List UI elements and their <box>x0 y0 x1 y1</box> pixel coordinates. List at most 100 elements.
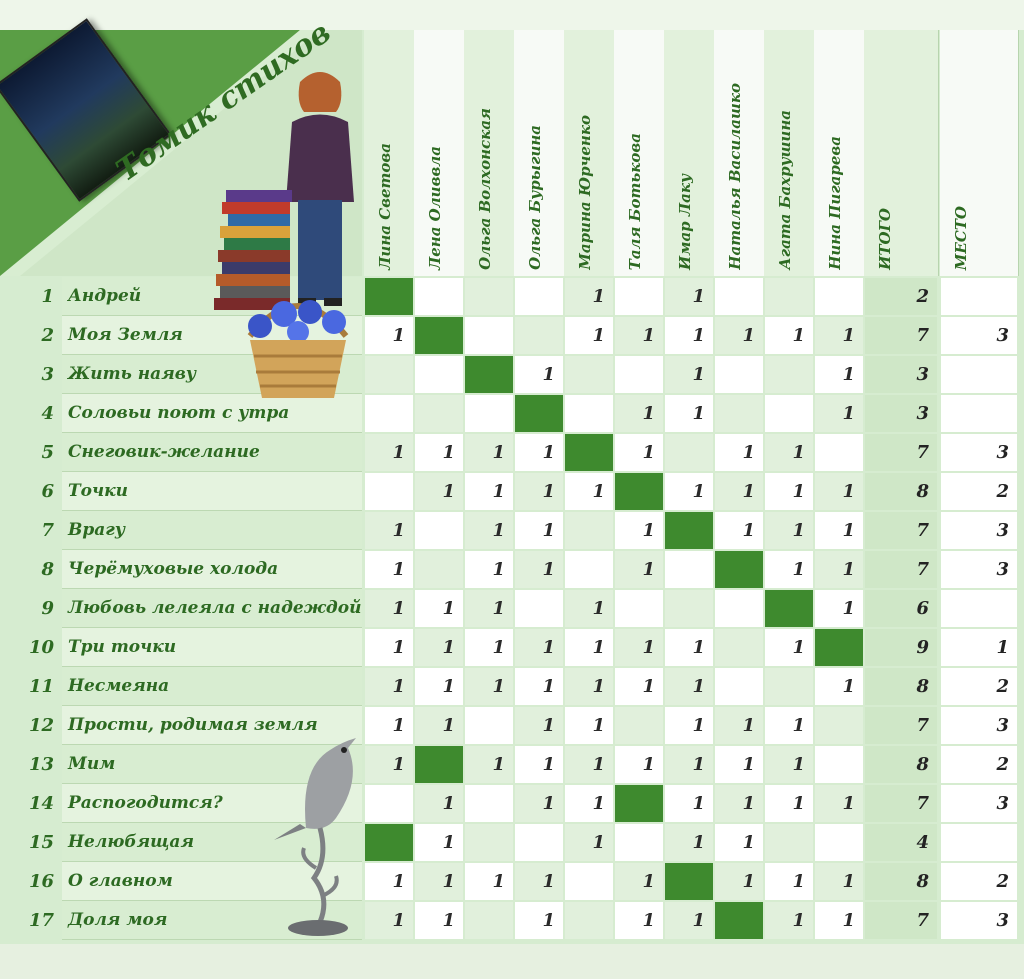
column-header: Имар Лаку <box>664 30 715 276</box>
vote-cell <box>465 395 513 432</box>
vote-cell <box>715 395 763 432</box>
vote-cell <box>665 434 713 471</box>
total-cell: 8 <box>865 668 937 705</box>
vote-cell: 1 <box>565 707 613 744</box>
vote-cell <box>715 278 763 315</box>
vote-cell: 1 <box>615 668 663 705</box>
total-cell: 3 <box>865 356 937 393</box>
column-header: Таля Ботькова <box>614 30 665 276</box>
poem-title: Врагу <box>62 511 362 550</box>
vote-cell: 1 <box>715 785 763 822</box>
place-cell <box>941 590 1017 627</box>
column-header: Ольга Волхонская <box>464 30 515 276</box>
poem-title: Три точки <box>62 628 362 667</box>
vote-cell <box>465 317 513 354</box>
vote-cell: 1 <box>565 317 613 354</box>
vote-cell: 1 <box>815 356 863 393</box>
column-header: Ольга Бурыгина <box>514 30 565 276</box>
vote-cell: 1 <box>615 512 663 549</box>
vote-cell <box>765 278 813 315</box>
row-number: 11 <box>28 676 54 697</box>
column-header: Нина Пигарева <box>814 30 865 276</box>
vote-cell: 1 <box>615 395 663 432</box>
vote-cell: 1 <box>715 707 763 744</box>
vote-cell <box>615 707 663 744</box>
vote-cell: 1 <box>565 590 613 627</box>
self-vote-cell <box>765 590 813 627</box>
row-number: 1 <box>41 286 54 307</box>
vote-cell: 1 <box>665 278 713 315</box>
column-header-label: Марина Юрченко <box>576 115 594 270</box>
place-cell <box>941 356 1017 393</box>
vote-cell <box>765 668 813 705</box>
vote-cell <box>765 824 813 861</box>
vote-cell: 1 <box>365 629 413 666</box>
self-vote-cell <box>465 356 513 393</box>
vote-cell: 1 <box>515 746 563 783</box>
vote-cell: 1 <box>815 785 863 822</box>
vote-cell: 1 <box>665 317 713 354</box>
vote-cell: 1 <box>565 746 613 783</box>
total-cell: 9 <box>865 629 937 666</box>
row-number: 2 <box>41 325 54 346</box>
vote-cell: 1 <box>665 629 713 666</box>
place-cell: 3 <box>941 902 1017 939</box>
vote-cell: 1 <box>365 317 413 354</box>
vote-cell: 1 <box>665 785 713 822</box>
vote-cell: 1 <box>565 278 613 315</box>
total-cell: 6 <box>865 590 937 627</box>
vote-cell: 1 <box>565 473 613 510</box>
column-header-label: Таля Ботькова <box>626 132 644 270</box>
poem-title: Прости, родимая земля <box>62 706 362 745</box>
total-cell: 3 <box>865 395 937 432</box>
vote-cell: 1 <box>715 863 763 900</box>
bird-statuette-icon <box>274 738 356 936</box>
column-header: Лена Оливвла <box>414 30 465 276</box>
vote-cell: 1 <box>515 707 563 744</box>
vote-cell: 1 <box>615 317 663 354</box>
woman-portrait <box>286 72 354 306</box>
poem-title: Нелюбящая <box>62 823 362 862</box>
vote-cell <box>515 317 563 354</box>
vote-cell: 1 <box>765 317 813 354</box>
vote-cell <box>565 356 613 393</box>
poem-title: Черёмуховые холода <box>62 550 362 589</box>
place-cell: 3 <box>941 551 1017 588</box>
vote-cell: 1 <box>665 473 713 510</box>
vote-cell: 1 <box>565 785 613 822</box>
vote-cell <box>365 785 413 822</box>
vote-cell: 1 <box>815 317 863 354</box>
self-vote-cell <box>365 278 413 315</box>
self-vote-cell <box>565 434 613 471</box>
vote-cell: 1 <box>515 551 563 588</box>
place-cell: 2 <box>941 668 1017 705</box>
vote-cell: 1 <box>565 629 613 666</box>
vote-cell <box>715 668 763 705</box>
vote-cell <box>465 707 513 744</box>
poem-title: Любовь лелеяла с надеждой <box>62 589 362 628</box>
vote-cell <box>615 590 663 627</box>
row-number: 3 <box>41 364 54 385</box>
self-vote-cell <box>365 824 413 861</box>
row-number: 13 <box>28 754 54 775</box>
self-vote-cell <box>715 551 763 588</box>
vote-cell: 1 <box>765 551 813 588</box>
vote-cell <box>815 278 863 315</box>
vote-cell <box>615 824 663 861</box>
vote-cell: 1 <box>515 473 563 510</box>
vote-cell: 1 <box>665 824 713 861</box>
vote-cell: 1 <box>815 551 863 588</box>
vote-cell <box>665 590 713 627</box>
vote-cell: 1 <box>665 356 713 393</box>
row-number: 5 <box>41 442 54 463</box>
vote-cell: 1 <box>515 629 563 666</box>
vote-cell: 1 <box>715 512 763 549</box>
self-vote-cell <box>415 317 463 354</box>
vote-cell: 1 <box>465 473 513 510</box>
vote-cell <box>415 278 463 315</box>
row-number: 7 <box>41 520 54 541</box>
column-header-label: Агата Бахрушина <box>776 110 794 270</box>
vote-cell: 1 <box>415 434 463 471</box>
vote-cell: 1 <box>565 824 613 861</box>
column-header-label: Лина Светова <box>376 143 394 270</box>
